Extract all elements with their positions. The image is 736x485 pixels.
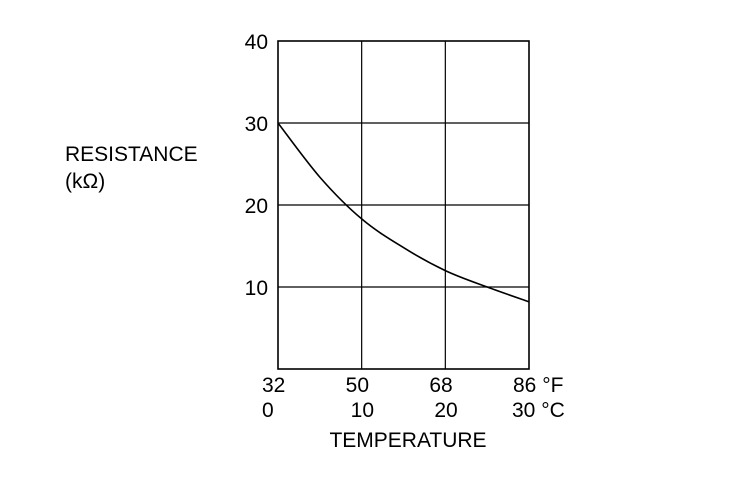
y-tick-label: 10: [245, 277, 268, 300]
x-tick-label-celsius: 30 °C: [512, 399, 565, 422]
y-tick-label: 30: [245, 113, 268, 136]
x-tick-label-fahrenheit: 32: [262, 374, 285, 397]
x-tick-label-fahrenheit: 50: [346, 374, 369, 397]
grid-lines: [278, 41, 529, 369]
x-tick-label-celsius: 0: [262, 399, 274, 422]
y-tick-labels: 10 20 30 40: [245, 31, 268, 300]
x-tick-labels-fahrenheit: 32 50 68 86 °F: [262, 374, 563, 397]
x-tick-label-fahrenheit: 86 °F: [513, 374, 563, 397]
y-axis-label-line-1: RESISTANCE: [65, 143, 198, 166]
x-tick-label-fahrenheit: 68: [429, 374, 452, 397]
y-axis-label-line-2: (kΩ): [65, 170, 105, 193]
y-tick-label: 40: [245, 31, 268, 54]
y-tick-label: 20: [245, 195, 268, 218]
x-tick-label-celsius: 10: [351, 399, 374, 422]
x-tick-label-celsius: 20: [434, 399, 457, 422]
x-tick-labels-celsius: 0 10 20 30 °C: [262, 399, 565, 422]
x-axis-label: TEMPERATURE: [329, 429, 486, 452]
plot-frame: [277, 40, 530, 370]
resistance-curve: [277, 122, 530, 303]
